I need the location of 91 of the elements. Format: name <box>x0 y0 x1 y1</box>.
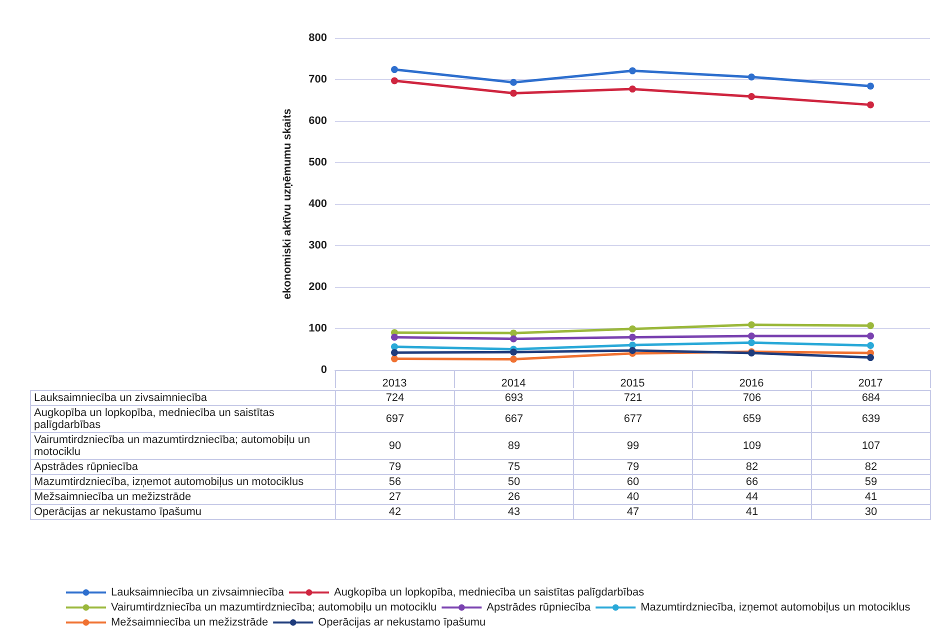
data-label: 706 <box>692 390 812 406</box>
point <box>510 78 517 86</box>
x-tick-label: 2015 <box>620 378 645 390</box>
y-tick-label: 400 <box>308 198 327 210</box>
data-label: 26 <box>454 490 574 504</box>
point <box>391 334 398 341</box>
legend-label: Augkopība un lopkopība, medniecība un saistītas palīgdarbības <box>334 586 645 598</box>
data-label: 79 <box>336 460 454 474</box>
y-tick-label: 0 <box>320 364 327 376</box>
data-label: 41 <box>812 490 930 504</box>
y-tick-label: 500 <box>308 156 327 168</box>
data-label: 66 <box>692 474 812 490</box>
text: Augkopība un lopkopība, medniecība un saistītas palīgdarbības <box>34 407 274 431</box>
data-label: 56 <box>336 474 454 490</box>
data-label: 693 <box>454 390 574 406</box>
point <box>510 335 517 342</box>
data-label: 684 <box>812 390 930 406</box>
x-tick-label: 2013 <box>382 378 407 390</box>
data-label: 99 <box>574 432 692 460</box>
data-label: 89 <box>454 432 574 460</box>
point <box>391 349 398 356</box>
point <box>867 322 874 330</box>
data-label: 721 <box>574 390 692 406</box>
data-label: 79 <box>574 460 692 474</box>
text: Mazumtirdzniecība, izņemot automobiļus un motociklus <box>34 476 304 488</box>
data-label: 109 <box>692 432 812 460</box>
data-label: 27 <box>336 490 454 504</box>
data-label: 667 <box>454 406 574 432</box>
data-label: 47 <box>574 504 692 520</box>
data-label: 40 <box>574 490 692 504</box>
point <box>391 66 398 74</box>
point <box>867 82 874 90</box>
y-tick-label: 100 <box>308 322 327 334</box>
point <box>629 334 636 341</box>
x-tick-label: 2014 <box>501 378 526 390</box>
data-label: 107 <box>812 432 930 460</box>
data-label: 60 <box>574 474 692 490</box>
point <box>510 90 517 97</box>
point <box>867 332 874 340</box>
point <box>510 330 517 337</box>
legend-label: Mežsaimniecība un mežizstrāde <box>111 616 268 628</box>
point <box>748 321 755 328</box>
data-label: 677 <box>574 406 692 432</box>
point <box>867 354 874 362</box>
point <box>748 332 755 340</box>
point <box>748 74 755 81</box>
data-label: 82 <box>692 460 812 474</box>
point <box>748 93 755 100</box>
point <box>510 356 517 363</box>
data-label: 43 <box>454 504 574 520</box>
data-label: 659 <box>692 406 812 432</box>
point <box>867 342 874 350</box>
data-label: 75 <box>454 460 574 474</box>
data-label: 697 <box>336 406 454 432</box>
point <box>629 346 636 354</box>
point <box>867 101 874 108</box>
point <box>629 325 636 332</box>
point <box>391 77 398 84</box>
point <box>391 355 398 362</box>
data-label: 82 <box>812 460 930 474</box>
data-label: 50 <box>454 474 574 490</box>
x-tick-label: 2016 <box>739 378 764 390</box>
legend-label: Vairumtirdzniecība un mazumtirdzniecība; automobiļu un motociklu <box>111 602 437 614</box>
data-label: 30 <box>812 504 930 520</box>
y-tick-label: 300 <box>308 240 327 252</box>
legend-label: Mazumtirdzniecība, izņemot automobiļus un motociklus <box>640 602 911 614</box>
data-label: 41 <box>692 504 812 520</box>
data-label: 90 <box>336 432 454 460</box>
point <box>510 348 517 356</box>
y-tick-label: 200 <box>308 281 327 293</box>
point <box>629 67 636 74</box>
x-tick-label: 2017 <box>858 378 883 390</box>
y-tick-label: 600 <box>308 115 327 127</box>
point <box>629 86 636 93</box>
text: Vairumtirdzniecība un mazumtirdzniecība; automobiļu un motociklu <box>34 434 310 458</box>
text: Apstrādes rūpniecība <box>34 461 138 473</box>
y-axis-title: ekonomiski aktīvu uzņēmumu skaits <box>282 108 294 300</box>
legend-label: Lauksaimniecība un zivsaimniecība <box>111 586 285 598</box>
point <box>748 339 755 346</box>
y-tick-label: 700 <box>308 74 327 86</box>
data-label: 724 <box>336 390 454 406</box>
text: Mežsaimniecība un mežizstrāde <box>34 491 192 503</box>
legend-label: Operācijas ar nekustamo īpašumu <box>318 616 486 628</box>
text: Operācijas ar nekustamo īpašumu <box>34 506 202 518</box>
data-label: 639 <box>812 406 930 432</box>
data-label: 59 <box>812 474 930 490</box>
data-label: 42 <box>336 504 454 520</box>
data-label: 44 <box>692 490 812 504</box>
legend-label: Apstrādes rūpniecība <box>486 602 592 614</box>
text: Lauksaimniecība un zivsaimniecība <box>34 392 208 404</box>
y-tick-label: 800 <box>308 32 327 44</box>
